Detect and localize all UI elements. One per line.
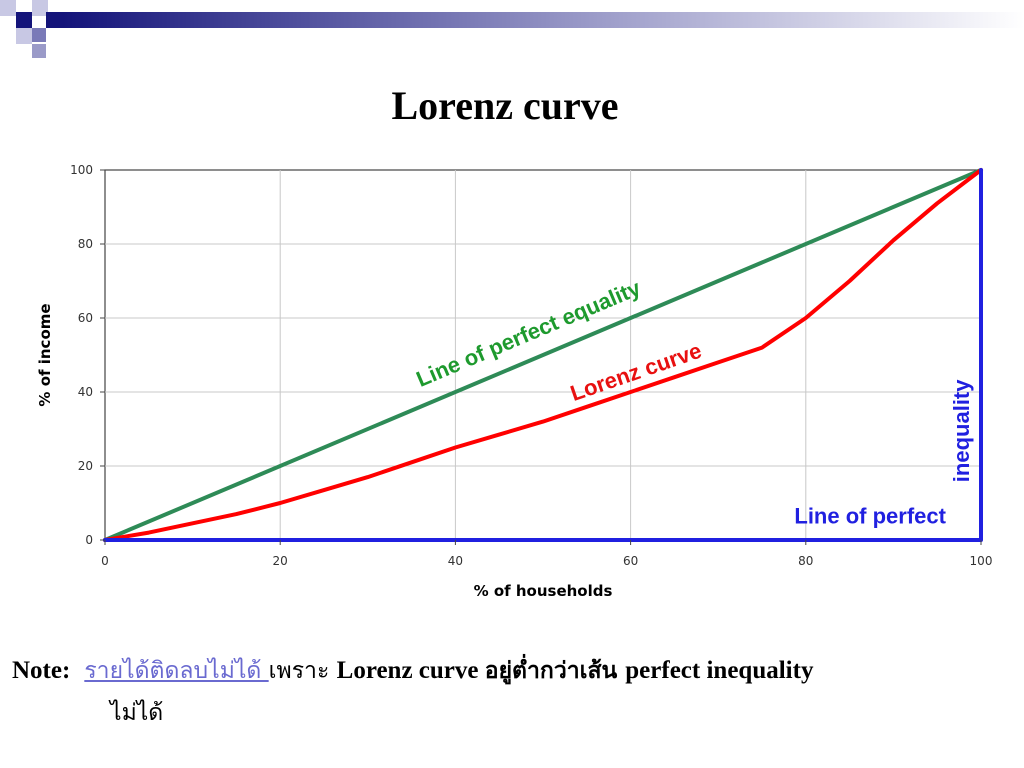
- y-tick-label: 20: [78, 459, 93, 473]
- series-lorenz-curve: [103, 168, 983, 542]
- slide-title: Lorenz curve: [391, 83, 619, 128]
- banner-square: [32, 0, 48, 16]
- chart-svg: 0 20 40 60 80 100 0 20 40 60 80 100 % of households…: [36, 163, 992, 600]
- banner-square: [16, 12, 32, 28]
- top-banner: [0, 0, 1024, 62]
- y-axis-label: % of income: [36, 303, 54, 406]
- annotation-inequality: inequality: [949, 379, 974, 482]
- series-perfect-equality: [103, 168, 983, 542]
- banner-square: [16, 28, 32, 44]
- note-block: Note: รายได้ติดลบไม่ได้ เพราะ Lorenz curv…: [12, 650, 1012, 734]
- banner-square: [32, 28, 46, 42]
- y-tick-label: 60: [78, 311, 93, 325]
- note-text-line2: ไม่ได้: [110, 700, 164, 726]
- note-text-below: อยู่ต่ำกว่าเส้น: [484, 657, 626, 684]
- chart-ticks: 0 20 40 60 80 100 0 20 40 60 80 100: [70, 163, 992, 568]
- note-text-inequality: perfect inequality: [625, 657, 814, 684]
- note-link[interactable]: รายได้ติดลบไม่ได้: [84, 658, 269, 684]
- x-axis-label: % of households: [474, 582, 613, 600]
- lorenz-chart: 0 20 40 60 80 100 0 20 40 60 80 100 % of households…: [0, 150, 1024, 620]
- x-tick-label: 100: [970, 554, 993, 568]
- y-tick-label: 40: [78, 385, 93, 399]
- note-text-lorenz: Lorenz curve: [336, 657, 485, 684]
- annotation-perfect-inequality: Line of perfect: [794, 503, 946, 528]
- note-text-because: เพราะ: [268, 658, 337, 684]
- y-tick-label: 0: [85, 533, 93, 547]
- x-tick-label: 40: [448, 554, 463, 568]
- banner-square: [46, 12, 62, 28]
- banner-graphic: [0, 0, 1024, 58]
- x-tick-label: 20: [273, 554, 288, 568]
- note-label: Note:: [12, 657, 71, 684]
- x-tick-label: 0: [101, 554, 109, 568]
- x-tick-label: 80: [798, 554, 813, 568]
- x-tick-label: 60: [623, 554, 638, 568]
- banner-square: [0, 0, 16, 16]
- y-tick-label: 80: [78, 237, 93, 251]
- banner-band: [62, 12, 1024, 28]
- y-tick-label: 100: [70, 163, 93, 177]
- banner-square: [32, 44, 46, 58]
